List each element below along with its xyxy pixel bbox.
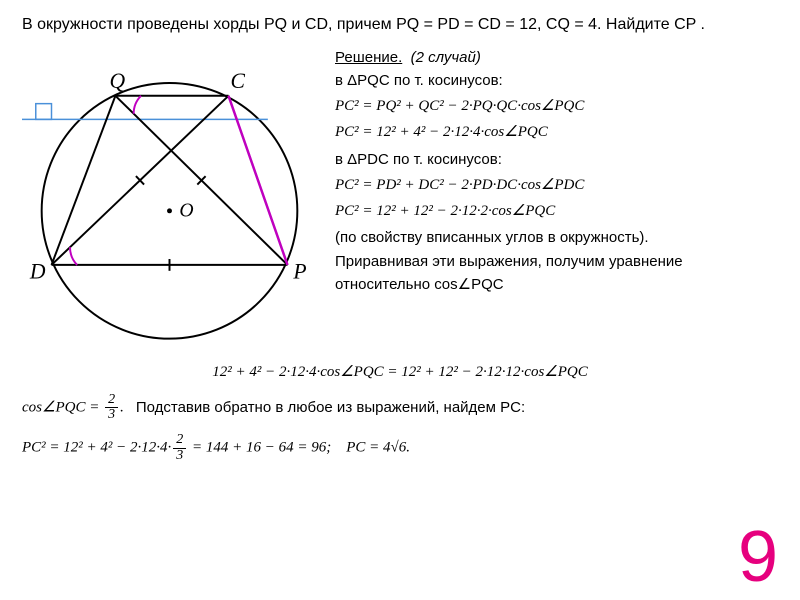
diagram: Q C D P O: [22, 46, 317, 356]
formula-1: PC² = PQ² + QC² − 2·PQ·QC·cos∠PQC: [335, 95, 778, 118]
svg-text:P: P: [292, 259, 306, 283]
problem-statement: В окружности проведены хорды PQ и CD, пр…: [22, 14, 778, 36]
svg-text:O: O: [179, 199, 193, 221]
formula-5: 12² + 4² − 2·12·4·cos∠PQC = 12² + 12² − …: [22, 362, 778, 381]
step-line-1: в ΔPQC по т. косинусов:: [335, 69, 778, 92]
note-2: Приравнивая эти выражения, получим уравн…: [335, 250, 778, 297]
formula-7: PC² = 12² + 4² − 2·12·4·23 = 144 + 16 − …: [22, 433, 778, 463]
step-line-2: в ΔPDC по т. косинусов:: [335, 148, 778, 171]
formula-2: PC² = 12² + 4² − 2·12·4·cos∠PQC: [335, 121, 778, 144]
svg-text:C: C: [230, 69, 245, 93]
svg-text:Q: Q: [110, 69, 126, 93]
note-3: Подставив обратно в любое из выражений, …: [136, 399, 778, 416]
solution: Решение. (2 случай) в ΔPQC по т. косинус…: [335, 46, 778, 356]
solution-title: Решение.: [335, 49, 402, 66]
svg-text:D: D: [29, 259, 46, 283]
note-1: (по свойству вписанных углов в окружност…: [335, 226, 778, 249]
page-number: 9: [738, 516, 778, 598]
formula-6: cos∠PQC = 23.: [22, 393, 124, 423]
case-label: (2 случай): [411, 49, 481, 66]
formula-3: PC² = PD² + DC² − 2·PD·DC·cos∠PDC: [335, 174, 778, 197]
formula-4: PC² = 12² + 12² − 2·12·2·cos∠PQC: [335, 200, 778, 223]
